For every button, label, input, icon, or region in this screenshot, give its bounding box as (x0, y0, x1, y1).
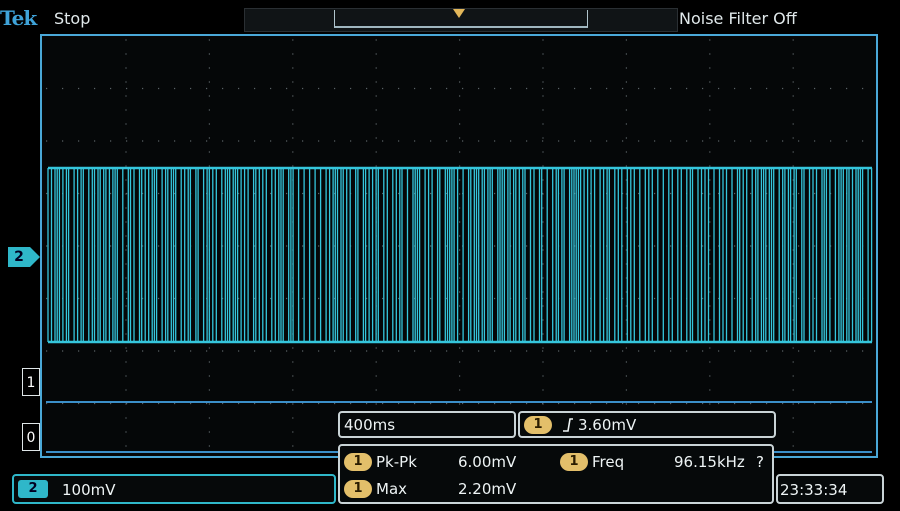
rising-edge-icon (562, 417, 574, 437)
vertical-channel-badge: 2 (18, 480, 48, 498)
top-status-bar: Tek Stop Noise Filter Off (0, 0, 900, 34)
measurement-name: Max (376, 480, 408, 498)
acquisition-status: Stop (54, 9, 91, 28)
channel-scale-readout[interactable]: 2 100mV (12, 474, 336, 504)
measurement-name: Freq (592, 453, 625, 471)
trigger-readout[interactable]: 1 3.60mV (518, 411, 776, 438)
noise-filter-status: Noise Filter Off (679, 9, 797, 28)
ref0-level-marker[interactable]: 0 (22, 423, 40, 451)
waveform-display (46, 39, 873, 453)
measurement-name: Pk-Pk (376, 453, 417, 471)
measurement-row: 1 Max 2.20mV (340, 478, 772, 502)
waveform-graticule[interactable] (40, 34, 878, 458)
measurement-channel-badge: 1 (344, 480, 372, 498)
measurement-value: 96.15kHz (674, 453, 745, 471)
trigger-level: 3.60mV (578, 416, 637, 434)
measurement-panel[interactable]: 1 Pk-Pk 6.00mV 1 Freq 96.15kHz ? 1 Max 2… (338, 444, 774, 504)
trigger-position-marker-icon (453, 9, 465, 18)
ch2-waveform-trace (47, 168, 873, 342)
ref1-level-marker[interactable]: 1 (22, 368, 40, 396)
record-view-window[interactable] (334, 10, 588, 28)
clock-time: 23:33:34 (780, 481, 848, 499)
trigger-channel-badge: 1 (524, 416, 552, 434)
vertical-scale: 100mV (62, 481, 116, 499)
measurement-channel-badge: 1 (560, 453, 588, 471)
measurement-value: 2.20mV (458, 480, 517, 498)
timebase-scale: 400ms (344, 416, 396, 434)
measurement-flag: ? (756, 453, 764, 471)
measurement-channel-badge: 1 (344, 453, 372, 471)
brand-logo: Tek (0, 6, 37, 30)
measurement-value: 6.00mV (458, 453, 517, 471)
ch2-ground-marker[interactable]: 2 (8, 247, 40, 267)
timebase-readout[interactable]: 400ms (338, 411, 516, 438)
measurement-row: 1 Pk-Pk 6.00mV 1 Freq 96.15kHz ? (340, 451, 772, 475)
clock-readout: 23:33:34 (776, 474, 884, 504)
